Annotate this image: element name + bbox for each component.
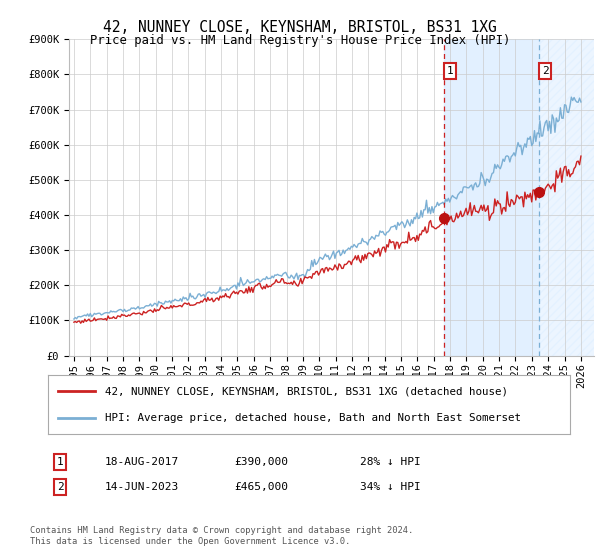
Text: 42, NUNNEY CLOSE, KEYNSHAM, BRISTOL, BS31 1XG: 42, NUNNEY CLOSE, KEYNSHAM, BRISTOL, BS3… <box>103 20 497 35</box>
Text: 14-JUN-2023: 14-JUN-2023 <box>105 482 179 492</box>
Text: 34% ↓ HPI: 34% ↓ HPI <box>360 482 421 492</box>
Text: 2: 2 <box>56 482 64 492</box>
Bar <box>444 39 539 356</box>
Text: 1: 1 <box>446 66 453 76</box>
Text: Contains HM Land Registry data © Crown copyright and database right 2024.
This d: Contains HM Land Registry data © Crown c… <box>30 526 413 546</box>
Text: 2: 2 <box>542 66 548 76</box>
Text: £465,000: £465,000 <box>234 482 288 492</box>
Bar <box>539 39 600 356</box>
Text: 18-AUG-2017: 18-AUG-2017 <box>105 457 179 467</box>
Text: £390,000: £390,000 <box>234 457 288 467</box>
Text: 28% ↓ HPI: 28% ↓ HPI <box>360 457 421 467</box>
Text: Price paid vs. HM Land Registry's House Price Index (HPI): Price paid vs. HM Land Registry's House … <box>90 34 510 46</box>
Text: 42, NUNNEY CLOSE, KEYNSHAM, BRISTOL, BS31 1XG (detached house): 42, NUNNEY CLOSE, KEYNSHAM, BRISTOL, BS3… <box>106 386 508 396</box>
Text: HPI: Average price, detached house, Bath and North East Somerset: HPI: Average price, detached house, Bath… <box>106 413 521 423</box>
Text: 1: 1 <box>56 457 64 467</box>
